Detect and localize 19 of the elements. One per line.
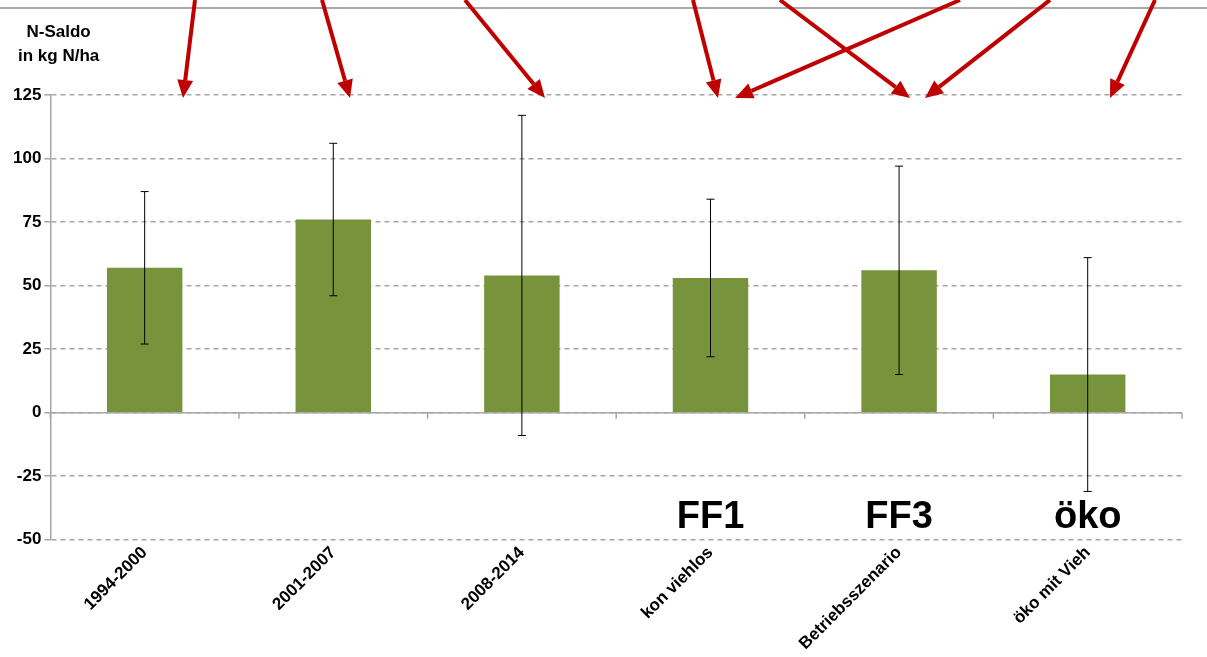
y-tick-label: 25 [22, 338, 42, 358]
bar [672, 277, 749, 412]
y-tick-label: 100 [12, 148, 42, 168]
bar [484, 275, 560, 412]
x-tick-label: öko mit Vieh [1009, 542, 1094, 628]
annotation: öko [1053, 494, 1122, 537]
bar [861, 270, 937, 412]
bar [1049, 374, 1126, 412]
y-tick-label: 125 [12, 84, 42, 104]
y-tick-label: -25 [16, 465, 42, 485]
annotation: FF3 [865, 494, 933, 537]
bar [295, 219, 371, 412]
y-axis-title: N-Saldo in kg N/ha [18, 21, 100, 67]
y-tick-label: 0 [31, 402, 42, 422]
y-tick-label: -50 [16, 529, 42, 549]
y-tick-label: 75 [22, 211, 42, 231]
bar [106, 267, 183, 412]
annotation: FF1 [676, 494, 745, 537]
y-tick-label: 50 [22, 275, 42, 295]
